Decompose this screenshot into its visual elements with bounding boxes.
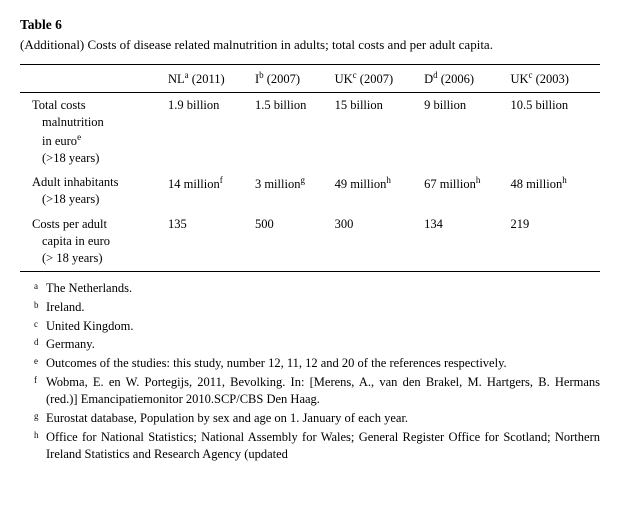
footnote-text: The Netherlands. bbox=[46, 281, 132, 295]
table-cell: 49 millionh bbox=[335, 170, 425, 212]
cell-text: 14 million bbox=[168, 178, 220, 192]
footnote-text: Ireland. bbox=[46, 300, 85, 314]
table-body: Total costsmalnutritionin euroe(>18 year… bbox=[20, 92, 600, 271]
header-blank bbox=[20, 64, 168, 92]
column-header: Dd (2006) bbox=[424, 64, 510, 92]
row-label: Total costsmalnutritionin euroe(>18 year… bbox=[20, 92, 168, 170]
cell-text: 15 billion bbox=[335, 98, 383, 112]
row-label-sup: e bbox=[77, 132, 81, 142]
column-country: D bbox=[424, 72, 433, 86]
cell-text: 500 bbox=[255, 217, 274, 231]
row-label-line: in euroe bbox=[32, 131, 162, 150]
cell-sup: h bbox=[476, 175, 481, 185]
table-row: Costs per adultcapita in euro(> 18 years… bbox=[20, 212, 600, 271]
column-year: (2006) bbox=[438, 72, 474, 86]
footnote: g Eurostat database, Population by sex an… bbox=[34, 410, 600, 427]
cell-text: 67 million bbox=[424, 178, 476, 192]
footnote-mark: h bbox=[34, 429, 39, 441]
row-label-line: malnutrition bbox=[32, 114, 162, 131]
footnote: e Outcomes of the studies: this study, nu… bbox=[34, 355, 600, 372]
table-label: Table 6 bbox=[20, 16, 600, 34]
cell-text: 9 billion bbox=[424, 98, 466, 112]
footnote: h Office for National Statistics; Nationa… bbox=[34, 429, 600, 463]
footnote: b Ireland. bbox=[34, 299, 600, 316]
cell-text: 135 bbox=[168, 217, 187, 231]
footnote-mark: c bbox=[34, 318, 38, 330]
row-label-line: (>18 years) bbox=[32, 150, 162, 167]
table-cell: 9 billion bbox=[424, 92, 510, 170]
footnote-mark: b bbox=[34, 299, 39, 311]
footnote-mark: e bbox=[34, 355, 38, 367]
cell-text: 48 million bbox=[510, 178, 562, 192]
column-year: (2011) bbox=[189, 72, 225, 86]
cell-text: 134 bbox=[424, 217, 443, 231]
table-cell: 67 millionh bbox=[424, 170, 510, 212]
table-cell: 500 bbox=[255, 212, 335, 271]
table-row: Total costsmalnutritionin euroe(>18 year… bbox=[20, 92, 600, 170]
cell-sup: h bbox=[386, 175, 391, 185]
cell-text: 49 million bbox=[335, 178, 387, 192]
table-cell: 134 bbox=[424, 212, 510, 271]
footnote-mark: d bbox=[34, 336, 39, 348]
row-label-line: Costs per adult bbox=[32, 216, 162, 233]
table-cell: 10.5 billion bbox=[510, 92, 600, 170]
footnote-text: Wobma, E. en W. Portegijs, 2011, Bevolki… bbox=[46, 375, 600, 406]
footnote-text: Germany. bbox=[46, 337, 95, 351]
cell-text: 300 bbox=[335, 217, 354, 231]
table-row: Adult inhabitants(>18 years)14 millionf3… bbox=[20, 170, 600, 212]
footnote-text: Outcomes of the studies: this study, num… bbox=[46, 356, 507, 370]
footnote: f Wobma, E. en W. Portegijs, 2011, Bevolk… bbox=[34, 374, 600, 408]
column-header: NLa (2011) bbox=[168, 64, 255, 92]
table-caption: (Additional) Costs of disease related ma… bbox=[20, 36, 600, 54]
column-year: (2007) bbox=[357, 72, 393, 86]
column-country: UK bbox=[335, 72, 353, 86]
table-cell: 15 billion bbox=[335, 92, 425, 170]
cell-text: 10.5 billion bbox=[510, 98, 568, 112]
column-country: NL bbox=[168, 72, 185, 86]
row-label: Costs per adultcapita in euro(> 18 years… bbox=[20, 212, 168, 271]
table-cell: 1.5 billion bbox=[255, 92, 335, 170]
column-header: UKc (2007) bbox=[335, 64, 425, 92]
row-label-line: (> 18 years) bbox=[32, 250, 162, 267]
row-label-line: capita in euro bbox=[32, 233, 162, 250]
cell-sup: g bbox=[300, 175, 305, 185]
column-country: UK bbox=[510, 72, 528, 86]
table-cell: 219 bbox=[510, 212, 600, 271]
cell-sup: h bbox=[562, 175, 567, 185]
footnote-mark: f bbox=[34, 374, 37, 386]
header-row: NLa (2011)Ib (2007)UKc (2007)Dd (2006)UK… bbox=[20, 64, 600, 92]
row-label-line: Adult inhabitants bbox=[32, 174, 162, 191]
cell-text: 3 million bbox=[255, 178, 301, 192]
column-year: (2003) bbox=[533, 72, 569, 86]
row-label-line: (>18 years) bbox=[32, 191, 162, 208]
row-label: Adult inhabitants(>18 years) bbox=[20, 170, 168, 212]
cost-table: NLa (2011)Ib (2007)UKc (2007)Dd (2006)UK… bbox=[20, 64, 600, 272]
table-cell: 3 milliong bbox=[255, 170, 335, 212]
footnote-text: Office for National Statistics; National… bbox=[46, 430, 600, 461]
table-cell: 48 millionh bbox=[510, 170, 600, 212]
column-header: Ib (2007) bbox=[255, 64, 335, 92]
column-year: (2007) bbox=[264, 72, 300, 86]
footnotes: a The Netherlands. b Ireland. c United Kingdo… bbox=[20, 280, 600, 463]
footnote: a The Netherlands. bbox=[34, 280, 600, 297]
table-cell: 1.9 billion bbox=[168, 92, 255, 170]
cell-text: 219 bbox=[510, 217, 529, 231]
table-cell: 300 bbox=[335, 212, 425, 271]
cell-text: 1.5 billion bbox=[255, 98, 306, 112]
column-header: UKc (2003) bbox=[510, 64, 600, 92]
footnote-mark: g bbox=[34, 410, 39, 422]
cell-text: 1.9 billion bbox=[168, 98, 219, 112]
footnote-text: Eurostat database, Population by sex and… bbox=[46, 411, 408, 425]
row-label-line: Total costs bbox=[32, 97, 162, 114]
footnote: c United Kingdom. bbox=[34, 318, 600, 335]
footnote: d Germany. bbox=[34, 336, 600, 353]
footnote-mark: a bbox=[34, 280, 38, 292]
table-cell: 135 bbox=[168, 212, 255, 271]
cell-sup: f bbox=[220, 175, 223, 185]
footnote-text: United Kingdom. bbox=[46, 319, 134, 333]
table-cell: 14 millionf bbox=[168, 170, 255, 212]
